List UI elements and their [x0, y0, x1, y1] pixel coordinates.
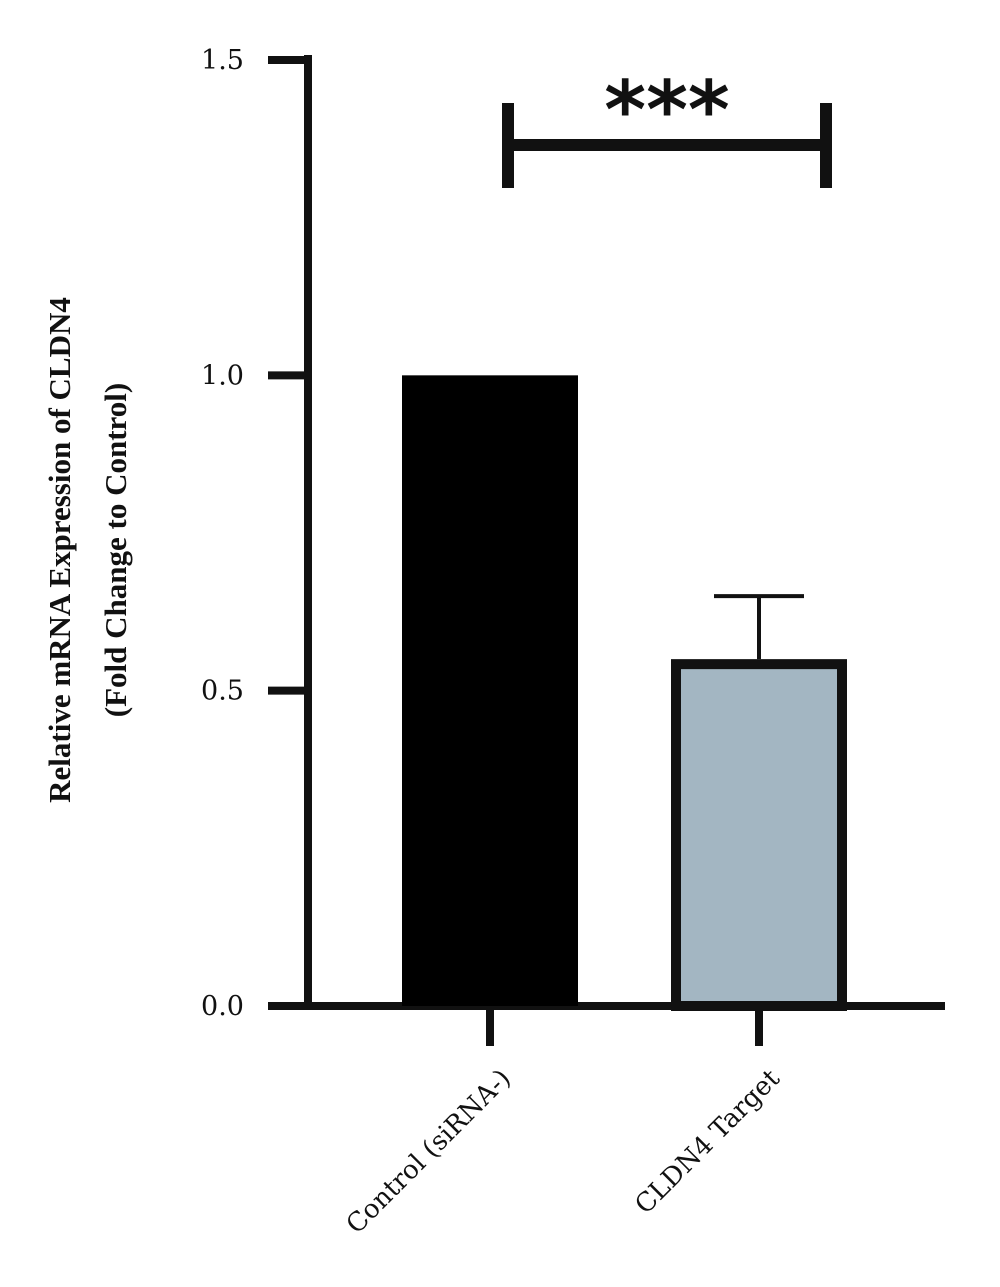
x-tick-label: CLDN4 Target [629, 1063, 786, 1220]
x-ticks: Control (siRNA-) CLDN4 Target [341, 1010, 786, 1240]
x-tick-label: Control (siRNA-) [341, 1064, 517, 1240]
bar-control [402, 375, 578, 1006]
error-bars [714, 594, 804, 660]
bars [402, 375, 847, 1012]
y-axis-title-line-1: Relative mRNA Expression of CLDN4 [42, 297, 77, 803]
y-tick-label: 0.5 [201, 676, 244, 707]
y-ticks: 0.0 0.5 1.0 1.5 [201, 45, 308, 1022]
y-tick-label: 1.5 [201, 45, 244, 76]
y-tick-label: 0.0 [201, 991, 244, 1022]
significance-bracket: *** [502, 64, 832, 188]
sig-label: *** [604, 64, 730, 157]
y-axis-title: Relative mRNA Expression of CLDN4 (Fold … [42, 297, 133, 803]
y-axis-title-line-2: (Fold Change to Control) [98, 383, 133, 717]
bar-cldn4-target [671, 659, 847, 1012]
y-tick-label: 1.0 [201, 360, 244, 391]
